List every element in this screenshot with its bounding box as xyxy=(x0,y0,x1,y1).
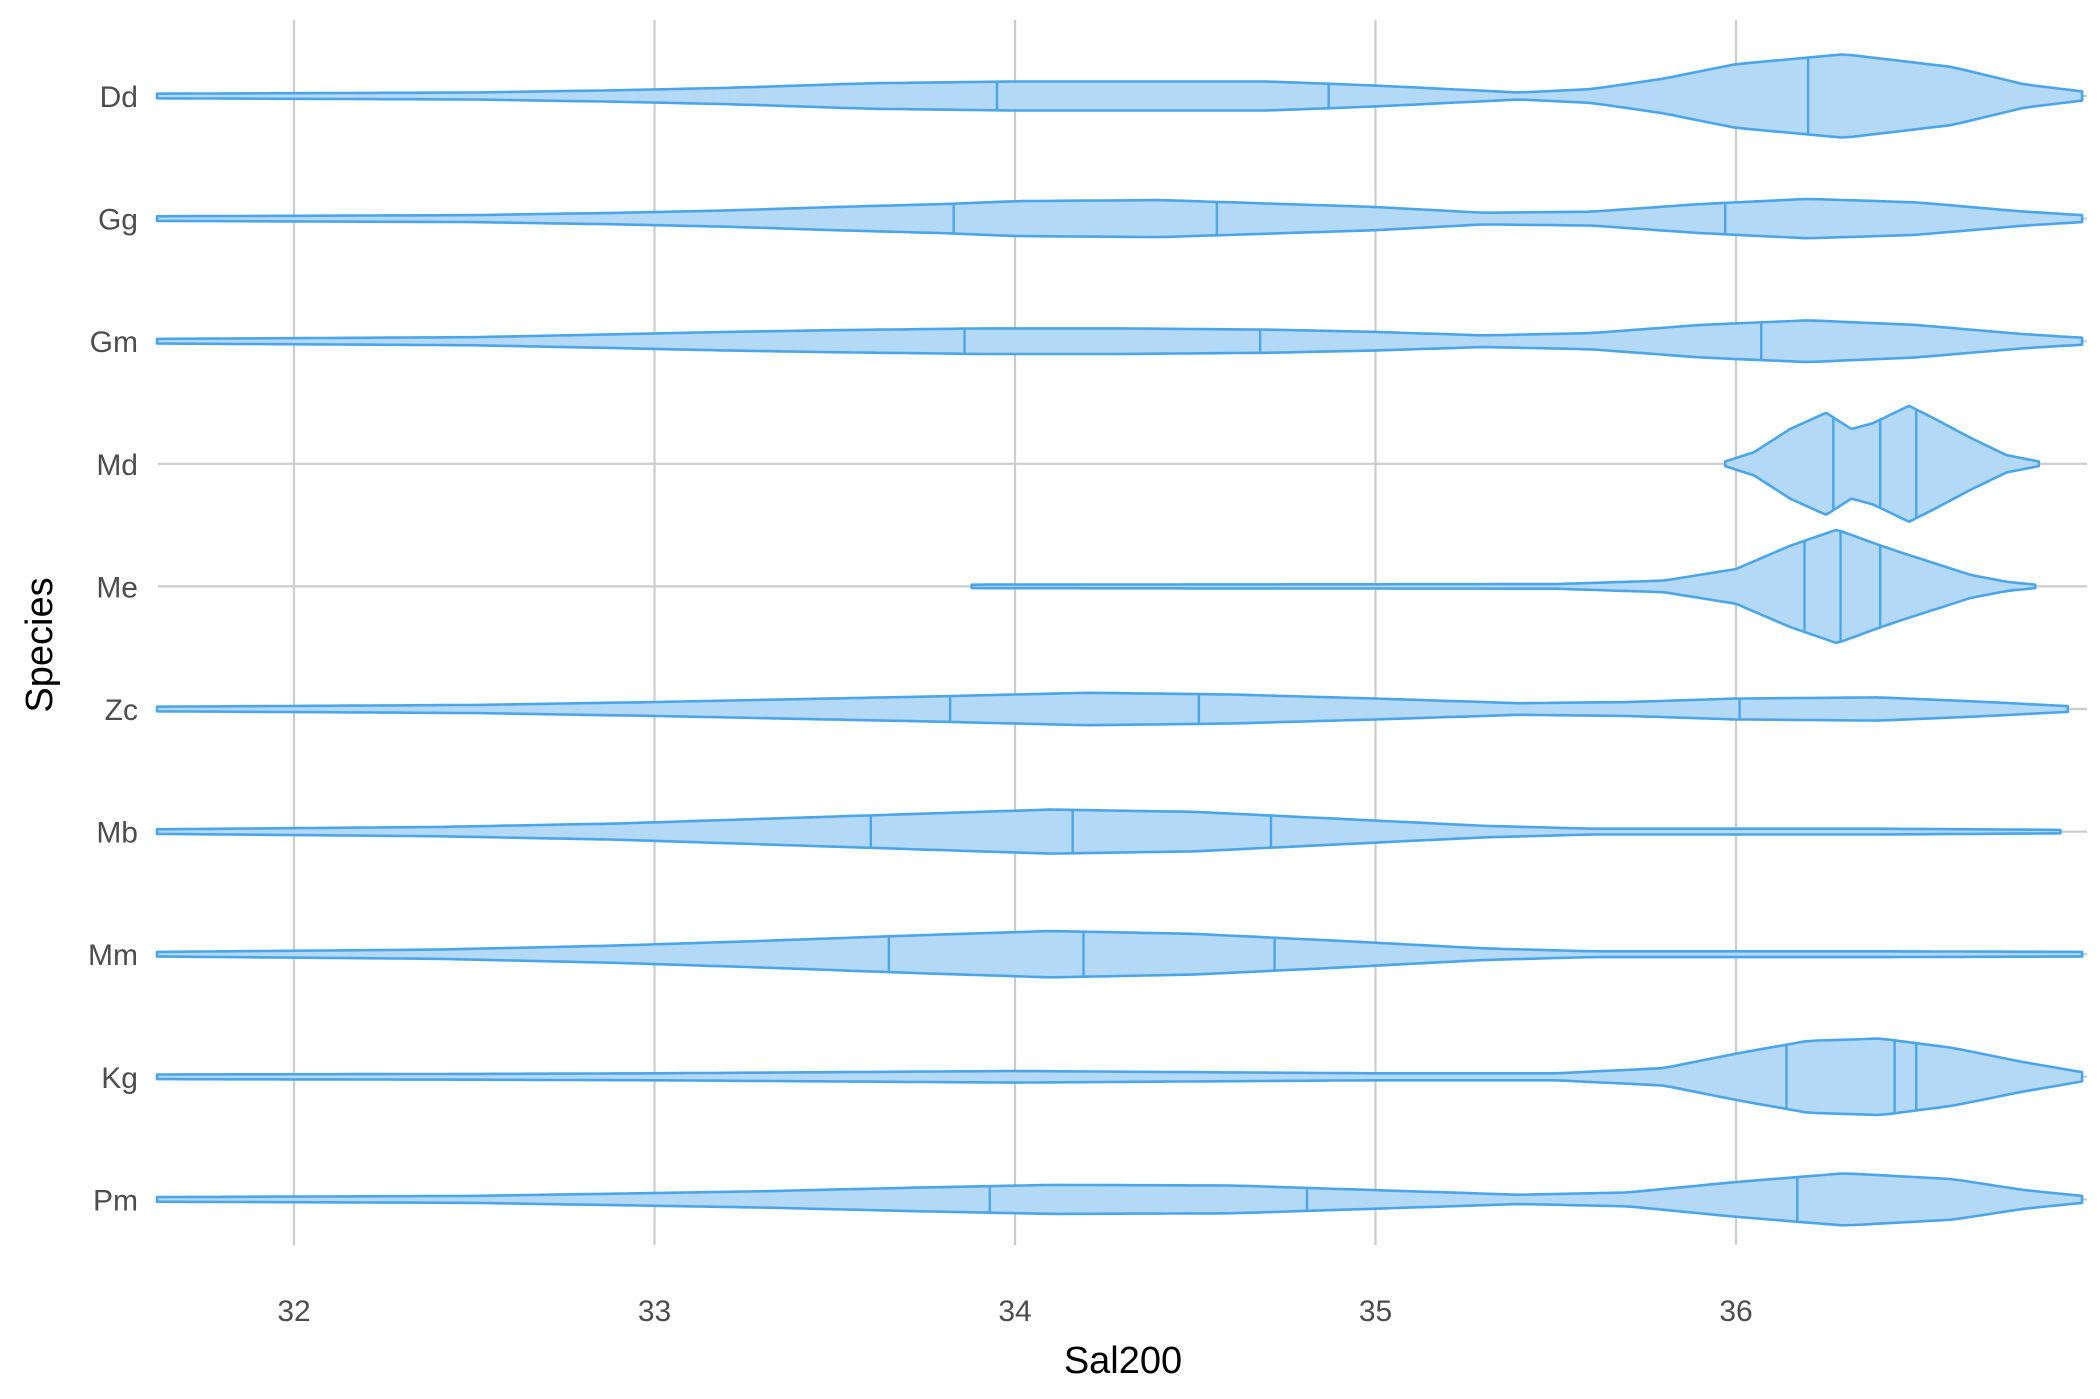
violin-body xyxy=(155,1037,2084,1117)
x-tick-labels: 32 33 34 35 36 xyxy=(277,1295,1752,1328)
violin-md xyxy=(1723,404,2041,523)
violin-body xyxy=(155,808,2062,855)
violin-body xyxy=(155,1172,2084,1227)
violin-body xyxy=(155,197,2084,240)
y-tick-label: Me xyxy=(96,571,138,604)
x-tick-label: 33 xyxy=(638,1295,671,1328)
violin-kg xyxy=(155,1037,2084,1117)
y-tick-label: Gm xyxy=(90,326,138,359)
violin-mb xyxy=(155,808,2062,855)
x-tick-label: 35 xyxy=(1359,1295,1392,1328)
x-axis-title: Sal200 xyxy=(1064,1340,1182,1382)
violin-zc xyxy=(155,691,2069,727)
y-tick-label: Md xyxy=(96,449,138,482)
y-gridlines xyxy=(158,94,2087,1201)
y-tick-label: Mb xyxy=(96,817,138,850)
x-tick-label: 36 xyxy=(1719,1295,1752,1328)
violin-gm xyxy=(155,319,2084,364)
x-tick-label: 34 xyxy=(998,1295,1031,1328)
violin-body xyxy=(155,53,2084,139)
violin-body xyxy=(155,929,2084,979)
violin-dd xyxy=(155,53,2084,139)
violin-body xyxy=(970,528,2037,645)
violin-body xyxy=(155,691,2069,727)
y-tick-label: Kg xyxy=(101,1062,138,1095)
y-tick-label: Dd xyxy=(100,81,138,114)
y-tick-label: Gg xyxy=(98,204,138,237)
violin-body xyxy=(155,319,2084,364)
violin-mm xyxy=(155,929,2084,979)
x-tick-label: 32 xyxy=(277,1295,310,1328)
y-axis-title: Species xyxy=(19,577,61,712)
y-tick-label: Zc xyxy=(105,694,138,727)
violin-pm xyxy=(155,1172,2084,1227)
y-tick-labels: Dd Gg Gm Md Me Zc Mb Mm Kg Pm xyxy=(88,81,138,1217)
violins xyxy=(155,53,2084,1227)
y-tick-label: Mm xyxy=(88,939,138,972)
violin-me xyxy=(970,528,2037,645)
violin-gg xyxy=(155,197,2084,240)
y-tick-label: Pm xyxy=(93,1184,138,1217)
violin-body xyxy=(1723,404,2041,523)
